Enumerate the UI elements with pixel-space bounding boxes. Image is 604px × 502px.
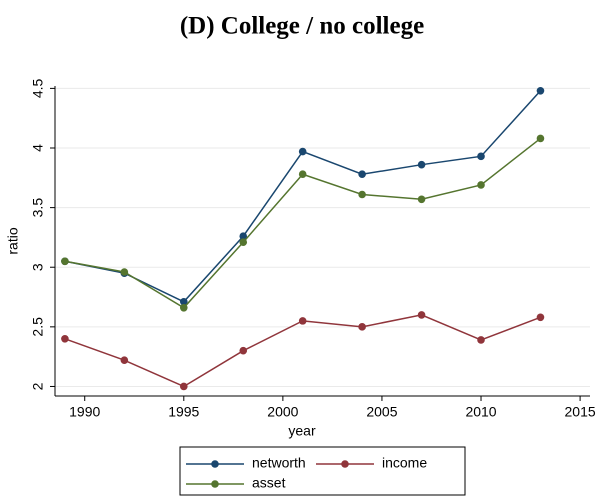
point xyxy=(239,346,248,355)
legend-marker xyxy=(211,480,219,488)
x-tick-label: 2005 xyxy=(366,404,397,420)
point xyxy=(477,336,485,344)
series-line xyxy=(64,314,541,388)
point xyxy=(120,268,129,276)
point xyxy=(298,170,307,179)
legend-marker xyxy=(341,460,349,468)
legend-marker xyxy=(211,460,219,468)
point xyxy=(179,382,188,391)
point xyxy=(417,195,426,204)
point xyxy=(298,317,307,325)
legend-label: networth xyxy=(252,455,306,471)
chart-title: (D) College / no college xyxy=(180,13,424,40)
point xyxy=(120,356,129,365)
series-line xyxy=(64,90,542,303)
x-tick-label: 2000 xyxy=(267,404,298,420)
point xyxy=(298,147,307,156)
y-tick-label: 2 xyxy=(30,382,46,390)
point xyxy=(179,298,188,306)
y-tick-label: 4.5 xyxy=(30,78,46,98)
legend-label: income xyxy=(382,455,427,471)
y-tick-label: 3.5 xyxy=(30,198,46,218)
point xyxy=(61,257,69,266)
point xyxy=(536,134,545,143)
x-tick-label: 1995 xyxy=(168,404,199,420)
y-tick-label: 4 xyxy=(30,144,46,152)
series-line xyxy=(64,137,541,309)
x-tick-label: 1990 xyxy=(69,404,100,420)
point xyxy=(417,160,426,169)
point xyxy=(536,313,545,322)
x-tick-label: 2015 xyxy=(565,404,596,420)
y-tick-label: 3 xyxy=(30,263,46,271)
point xyxy=(477,152,485,161)
x-axis-label: year xyxy=(288,423,316,439)
point xyxy=(477,181,485,189)
point xyxy=(536,86,545,95)
y-tick-label: 2.5 xyxy=(30,317,46,337)
point xyxy=(239,232,248,241)
point xyxy=(179,303,188,312)
point xyxy=(239,238,248,246)
legend-label: asset xyxy=(252,475,286,491)
point xyxy=(358,190,366,199)
point xyxy=(417,311,426,319)
legend-box xyxy=(179,446,466,496)
y-axis-label: ratio xyxy=(5,227,21,254)
point xyxy=(61,334,69,343)
point xyxy=(358,170,366,179)
point xyxy=(358,323,366,331)
x-tick-label: 2010 xyxy=(465,404,496,420)
